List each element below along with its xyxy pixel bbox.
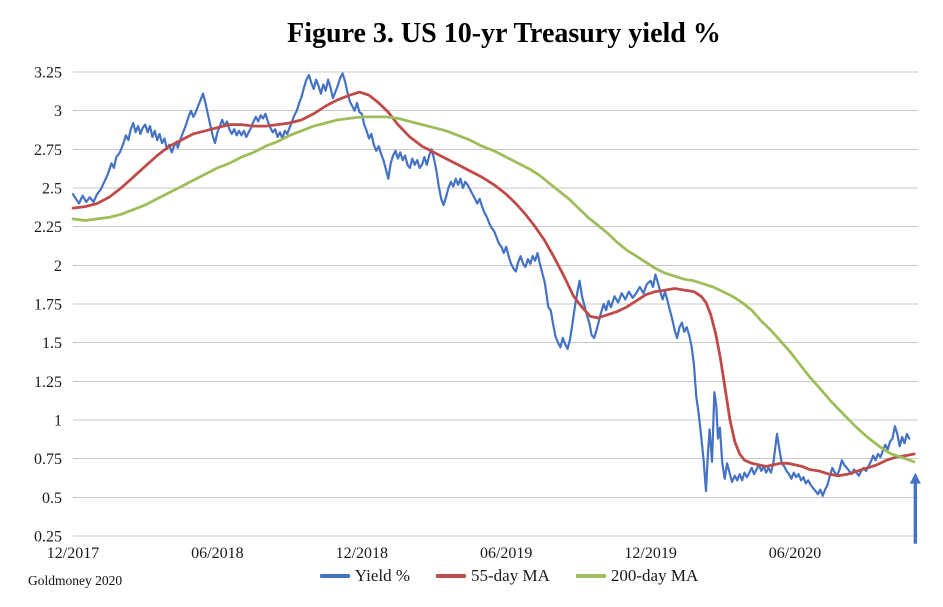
chart-title: Figure 3. US 10-yr Treasury yield % — [287, 18, 721, 49]
y-tick-label: 0.75 — [34, 451, 62, 468]
series-55-day-ma — [71, 90, 916, 478]
legend-swatch-icon — [575, 574, 606, 578]
series-200-day-ma — [71, 115, 916, 464]
legend-item: Yield % — [319, 566, 411, 586]
y-tick-label: 1 — [54, 413, 62, 430]
x-tick-label: 06/2018 — [191, 545, 243, 562]
y-tick-label: 3.25 — [34, 65, 62, 82]
y-tick-label: 2.5 — [42, 181, 62, 198]
legend-label: 200-day MA — [610, 566, 699, 585]
annotation-arrow-head — [909, 472, 921, 484]
y-tick-label: 1.5 — [42, 335, 62, 352]
legend-item: 200-day MA — [575, 566, 699, 586]
x-tick-label: 12/2017 — [47, 545, 99, 562]
legend-item: 55-day MA — [436, 566, 550, 586]
y-tick-label: 0.5 — [42, 490, 62, 507]
x-tick-label: 06/2020 — [769, 545, 821, 562]
x-tick-label: 06/2019 — [480, 545, 532, 562]
legend-swatch-icon — [319, 574, 350, 578]
y-tick-label: 3 — [54, 103, 62, 120]
source-label: Goldmoney 2020 — [28, 573, 123, 588]
y-tick-label: 0.25 — [34, 529, 62, 546]
y-tick-label: 1.25 — [34, 374, 62, 391]
y-tick-label: 2.75 — [34, 142, 62, 159]
y-tick-label: 2.25 — [34, 219, 62, 236]
y-tick-label: 1.75 — [34, 297, 62, 314]
y-tick-label: 2 — [54, 258, 62, 275]
legend-label: 55-day MA — [471, 566, 550, 585]
legend-label: Yield % — [354, 566, 411, 585]
x-tick-label: 12/2018 — [336, 545, 388, 562]
legend-swatch-icon — [436, 574, 467, 578]
legend: Yield % 55-day MA 200-day MA — [75, 566, 943, 586]
x-tick-label: 12/2019 — [624, 545, 676, 562]
series-yield- — [71, 72, 911, 497]
